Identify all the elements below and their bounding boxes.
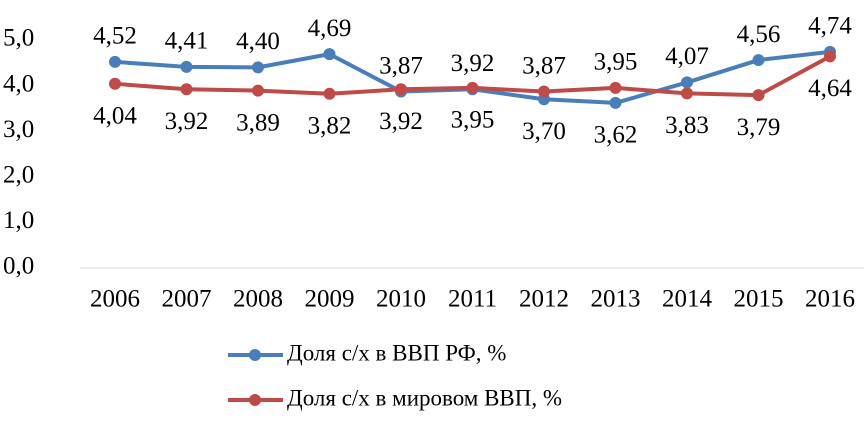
- data-label: 4,07: [665, 43, 709, 70]
- marker: [395, 83, 407, 96]
- y-tick-label: 3,0: [3, 116, 34, 143]
- data-label: 4,64: [808, 75, 852, 102]
- marker: [752, 89, 765, 102]
- marker: [180, 83, 193, 96]
- legend-marker: [249, 349, 261, 361]
- x-tick-label: 2009: [305, 286, 355, 313]
- marker: [609, 81, 622, 94]
- data-label: 3,79: [737, 114, 781, 141]
- data-label: 3,95: [451, 107, 495, 134]
- data-label: 3,62: [594, 122, 638, 149]
- marker: [323, 87, 336, 100]
- marker: [252, 84, 264, 97]
- marker: [609, 96, 622, 109]
- x-tick-label: 2008: [233, 286, 283, 313]
- x-tick-label: 2016: [805, 286, 855, 313]
- x-tick-label: 2013: [591, 286, 641, 313]
- legend-marker: [249, 394, 261, 406]
- marker: [681, 76, 693, 89]
- marker: [466, 81, 479, 94]
- data-label: 4,04: [93, 103, 137, 130]
- marker: [252, 61, 264, 74]
- marker: [538, 85, 550, 98]
- marker: [752, 54, 765, 67]
- data-label: 3,82: [308, 113, 352, 140]
- x-tick-label: 2006: [90, 286, 140, 313]
- y-tick-label: 0,0: [3, 253, 34, 280]
- data-label: 3,92: [451, 50, 495, 77]
- marker: [681, 87, 693, 100]
- marker: [824, 50, 836, 63]
- x-tick-label: 2015: [734, 286, 784, 313]
- y-tick-label: 5,0: [3, 25, 34, 52]
- legend-label: Доля с/х в ВВП РФ, %: [287, 340, 506, 365]
- data-label: 4,41: [165, 28, 209, 55]
- y-tick-label: 1,0: [3, 207, 34, 234]
- data-label: 4,69: [308, 15, 352, 42]
- legend-label: Доля с/х в мировом ВВП, %: [287, 385, 562, 410]
- x-tick-label: 2014: [662, 286, 713, 313]
- marker: [109, 77, 121, 90]
- y-tick-label: 4,0: [3, 70, 34, 97]
- data-label: 3,95: [594, 49, 638, 76]
- marker: [323, 48, 336, 61]
- x-tick-label: 2007: [162, 286, 212, 313]
- data-label: 3,70: [522, 118, 566, 145]
- data-label: 3,92: [165, 108, 209, 135]
- data-label: 3,92: [379, 108, 423, 135]
- data-label: 3,87: [379, 52, 423, 79]
- y-tick-label: 2,0: [3, 162, 34, 189]
- x-tick-label: 2010: [376, 286, 426, 313]
- data-label: 4,40: [236, 28, 280, 55]
- data-label: 4,52: [93, 23, 137, 50]
- data-label: 3,87: [522, 52, 566, 79]
- data-label: 3,83: [665, 112, 709, 139]
- marker: [109, 55, 121, 68]
- marker: [180, 60, 193, 73]
- data-label: 3,89: [236, 109, 280, 136]
- x-tick-label: 2012: [519, 286, 569, 313]
- data-label: 4,74: [808, 13, 852, 40]
- data-label: 4,56: [737, 21, 781, 48]
- x-tick-label: 2011: [448, 286, 497, 313]
